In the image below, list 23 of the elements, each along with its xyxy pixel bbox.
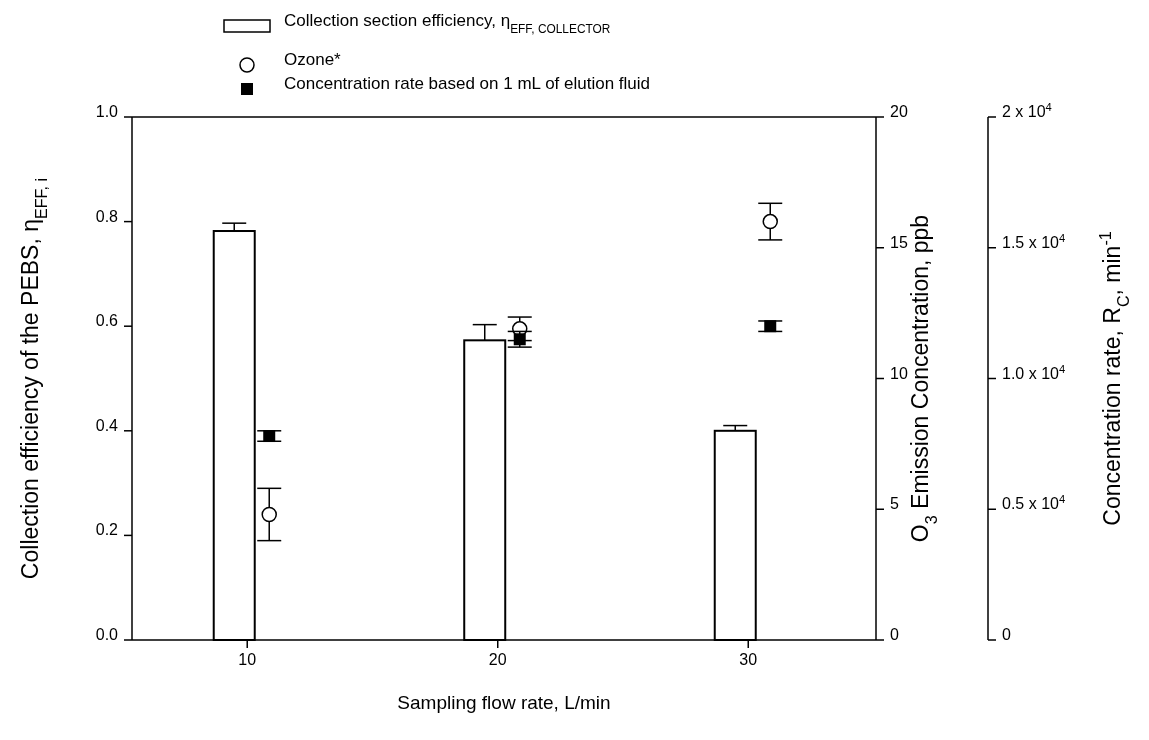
y-tick-label: 1.0 [95, 103, 119, 120]
x-tick-label: 10 [238, 651, 257, 668]
y3-tick-label: 1.0 x 10$^{4}$ [1002, 362, 1066, 382]
y2-tick-label: 15 [890, 233, 908, 251]
y-tick-label: 0.6 [95, 312, 119, 330]
y2-tick-label: 10 [890, 364, 908, 382]
y-tick-label: 0.0 [95, 626, 119, 643]
y2-tick-label: 20 [890, 103, 908, 120]
y-tick-label: 0.4 [95, 416, 119, 434]
y3-tick-label: 0 [1002, 626, 1011, 643]
legend-label: Ozone* [284, 50, 342, 69]
y-tick-label: 0.2 [95, 521, 119, 539]
y3-tick-label: 2 x 10$^{4}$ [1002, 101, 1052, 120]
legend-label: Collection section efficiency, η$_{EFF, COLLECTOR}$ [284, 11, 611, 36]
y-tick-label: 0.8 [95, 207, 119, 225]
y3-tick-label: 0.5 x 10$^{4}$ [1002, 493, 1066, 513]
y2-tick-label: 5 [890, 495, 899, 513]
x-tick-label: 20 [488, 651, 507, 668]
x-tick-label: 30 [739, 651, 758, 668]
y3-tick-label: 1.5 x 10$^{4}$ [1002, 231, 1066, 251]
x-axis-title: Sampling flow rate, L/min [397, 692, 611, 713]
y2-tick-label: 0 [890, 626, 899, 643]
legend-label: Concentration rate based on 1 mL of elution fluid [284, 74, 651, 93]
